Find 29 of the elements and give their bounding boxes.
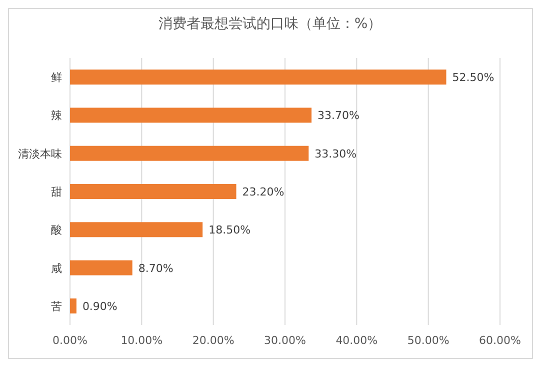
x-tick-label: 0.00% bbox=[52, 334, 88, 347]
x-tick-label: 50.00% bbox=[407, 334, 450, 347]
data-label: 18.50% bbox=[208, 224, 251, 237]
y-tick-label: 清淡本味 bbox=[18, 147, 62, 160]
bar bbox=[70, 184, 236, 199]
y-tick-label: 咸 bbox=[51, 262, 62, 275]
x-tick-label: 30.00% bbox=[264, 334, 306, 347]
data-label: 8.70% bbox=[138, 262, 174, 275]
y-tick-label: 鲜 bbox=[51, 71, 62, 84]
y-tick-label: 辣 bbox=[51, 109, 62, 122]
data-label: 33.70% bbox=[318, 109, 360, 122]
x-tick-label: 60.00% bbox=[479, 334, 521, 347]
bar bbox=[70, 222, 203, 238]
chart-title: 消费者最想尝试的口味（单位：%） bbox=[158, 16, 382, 32]
bar bbox=[70, 146, 309, 161]
bar bbox=[70, 70, 446, 85]
bar bbox=[70, 108, 312, 123]
data-label: 52.50% bbox=[452, 71, 494, 84]
y-tick-label: 酸 bbox=[51, 224, 62, 237]
data-label: 23.20% bbox=[242, 186, 284, 198]
x-tick-label: 20.00% bbox=[192, 334, 234, 347]
data-label: 33.30% bbox=[314, 147, 357, 160]
bar bbox=[70, 260, 132, 276]
y-tick-label: 甜 bbox=[51, 186, 62, 198]
x-tick-label: 10.00% bbox=[120, 334, 163, 347]
bar bbox=[70, 298, 76, 314]
x-tick-label: 40.00% bbox=[336, 334, 378, 347]
data-label: 0.90% bbox=[82, 300, 118, 313]
y-tick-label: 苦 bbox=[51, 300, 62, 313]
